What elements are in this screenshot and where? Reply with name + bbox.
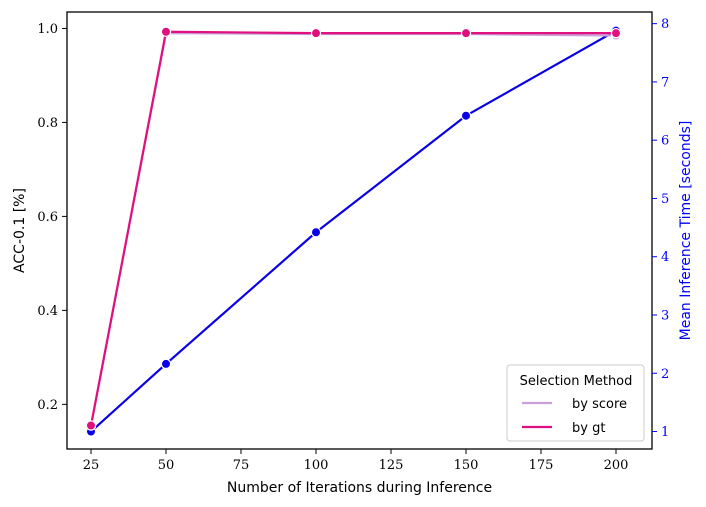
y-left-tick-label: 0.6 xyxy=(37,210,58,225)
point-by-gt xyxy=(85,420,97,431)
x-axis-title: Number of Iterations during Inference xyxy=(227,480,492,496)
point-time xyxy=(160,358,172,370)
y-right-tick-label: 3 xyxy=(661,308,669,323)
point-by-gt xyxy=(460,27,472,39)
legend-box xyxy=(506,364,645,442)
y-axis-right-title: Mean Inference Time [seconds] xyxy=(678,121,694,341)
point-time xyxy=(460,110,472,121)
y-right-tick-label: 1 xyxy=(661,425,669,440)
series-layer xyxy=(85,25,622,437)
x-tick-label: 200 xyxy=(604,458,629,473)
y-right-tick-label: 8 xyxy=(661,17,669,32)
y-right-tick-label: 4 xyxy=(661,250,669,265)
y-right-tick-label: 5 xyxy=(661,192,669,207)
y-right-tick-label: 7 xyxy=(661,75,669,90)
point-by-gt xyxy=(610,27,622,39)
point-by-gt xyxy=(310,27,322,39)
x-tick-label: 75 xyxy=(233,458,250,473)
y-right-tick-label: 2 xyxy=(661,367,669,382)
x-tick-label: 25 xyxy=(83,458,100,473)
legend-title: Selection Method xyxy=(520,374,633,389)
y-left-tick-label: 0.2 xyxy=(37,398,58,413)
x-tick-label: 100 xyxy=(304,458,329,473)
y-axis-right: 1 2 3 4 5 6 7 8 xyxy=(652,17,669,440)
point-by-gt xyxy=(160,26,172,37)
y-right-tick-label: 6 xyxy=(661,134,669,149)
plot-frame xyxy=(66,11,653,450)
point-time xyxy=(310,227,322,238)
y-left-tick-label: 1.0 xyxy=(37,22,58,37)
x-tick-label: 50 xyxy=(158,458,175,473)
x-axis: 25 50 75 100 125 150 175 200 xyxy=(83,449,629,473)
x-tick-label: 125 xyxy=(379,458,404,473)
legend-label-by-gt: by gt xyxy=(572,421,605,436)
x-tick-label: 150 xyxy=(454,458,479,473)
y-axis-left: 0.2 0.4 0.6 0.8 1.0 xyxy=(37,22,67,413)
legend-label-by-score: by score xyxy=(572,397,627,412)
x-tick-label: 175 xyxy=(529,458,554,473)
y-left-tick-label: 0.8 xyxy=(37,116,58,131)
legend: Selection Method by score by gt xyxy=(506,364,645,442)
y-axis-left-title: ACC-0.1 [%] xyxy=(12,188,28,273)
y-left-tick-label: 0.4 xyxy=(37,304,58,319)
